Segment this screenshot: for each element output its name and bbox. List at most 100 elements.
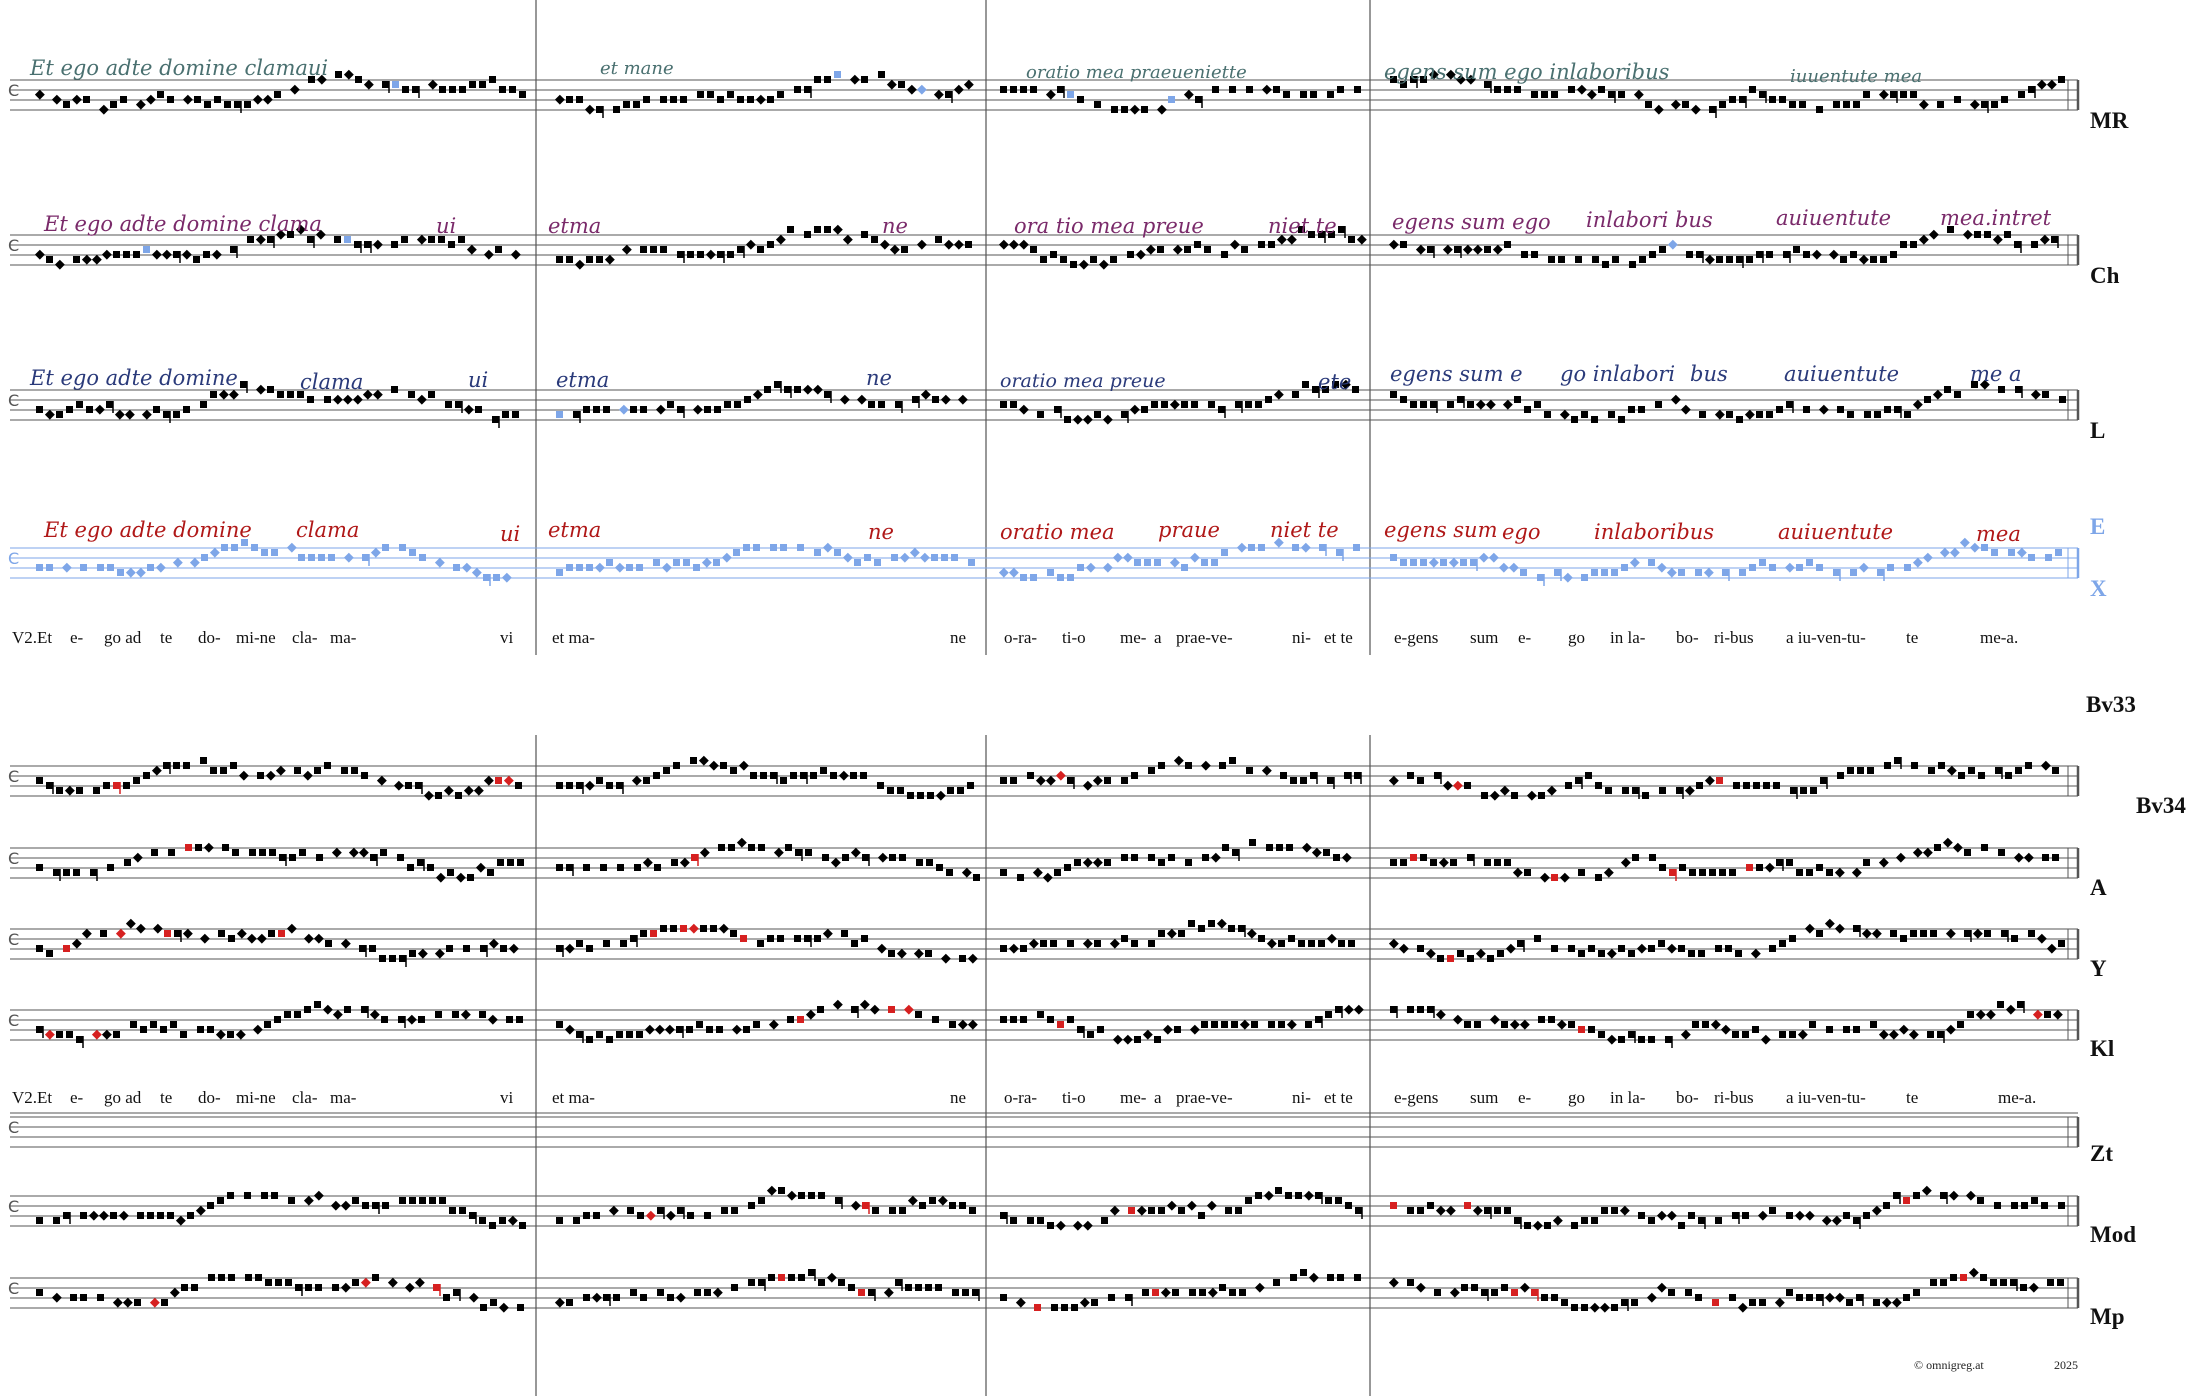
neume-punctum	[1729, 869, 1736, 876]
neume-punctum	[183, 406, 190, 413]
neume-rhombus	[664, 1024, 675, 1035]
neume-punctum	[279, 854, 286, 861]
neume-rhombus	[1703, 567, 1714, 578]
neume-punctum	[1427, 1202, 1434, 1209]
neume-punctum	[1534, 401, 1541, 408]
neume-punctum	[241, 539, 248, 546]
neume-punctum	[671, 859, 678, 866]
neume-rhombus	[71, 938, 82, 949]
neume-rhombus	[621, 244, 632, 255]
siglum-bv33: Bv33	[2086, 692, 2136, 717]
neume-punctum	[1709, 869, 1716, 876]
ch-text-9: auiuentute	[1776, 206, 1892, 230]
neume-punctum	[660, 246, 667, 253]
neume-punctum	[1779, 940, 1786, 947]
neume-rhombus	[313, 933, 324, 944]
neume-punctum	[798, 1192, 805, 1199]
neume-punctum	[1698, 1217, 1705, 1224]
e-text-8: niet te	[1270, 518, 1339, 542]
neume-rhombus	[832, 224, 843, 235]
neume-rhombus	[1301, 842, 1312, 853]
neume-punctum	[469, 1212, 476, 1219]
neume-rhombus	[358, 847, 369, 858]
neume-punctum	[1548, 256, 1555, 263]
neume-punctum	[1631, 1299, 1638, 1306]
neume-punctum	[915, 1011, 922, 1018]
neume-punctum	[1676, 787, 1683, 794]
neume-punctum	[1407, 772, 1414, 779]
neume-rhombus	[935, 790, 946, 801]
neume-punctum	[483, 574, 490, 581]
neume-punctum	[369, 945, 376, 952]
neume-rhombus	[118, 1210, 129, 1221]
neume-punctum	[693, 564, 700, 571]
neume-rhombus	[1462, 244, 1473, 255]
neume-punctum	[1077, 1026, 1084, 1033]
neume-punctum	[931, 554, 938, 561]
neume-punctum	[220, 767, 227, 774]
neume-rhombus	[1183, 89, 1194, 100]
neume-punctum	[1746, 256, 1753, 263]
neume-punctum	[1354, 1274, 1361, 1281]
siglum-mod: Mod	[2090, 1222, 2136, 1247]
neume-rhombus	[564, 943, 575, 954]
neume-punctum	[314, 1001, 321, 1008]
c-clef-icon: C	[8, 236, 19, 255]
neume-punctum	[1870, 1021, 1877, 1028]
neume-punctum	[814, 935, 821, 942]
neume-punctum	[1494, 86, 1501, 93]
neume-punctum	[717, 96, 724, 103]
neume-punctum	[1927, 1031, 1934, 1038]
neume-punctum	[80, 564, 87, 571]
neume-punctum	[307, 396, 314, 403]
siglum-ch: Ch	[2090, 263, 2120, 288]
neume-punctum	[1598, 1031, 1605, 1038]
neume-punctum	[660, 96, 667, 103]
neume-punctum	[1101, 1217, 1108, 1224]
neume-punctum	[1561, 1299, 1568, 1306]
neume-punctum	[435, 1011, 442, 1018]
neume-punctum	[630, 406, 637, 413]
neume-punctum	[1319, 544, 1326, 551]
neume-punctum	[1067, 1016, 1074, 1023]
l-text-8: egens sum e	[1390, 362, 1523, 386]
neume-rhombus	[343, 69, 354, 80]
neume-rhombus	[1326, 933, 1337, 944]
neume-rhombus	[483, 775, 494, 786]
neume-punctum	[428, 391, 435, 398]
ch-text-3: etma	[548, 214, 602, 238]
neume-punctum	[230, 762, 237, 769]
neume-rhombus	[1636, 943, 1647, 954]
neume-punctum	[355, 76, 362, 83]
neume-punctum	[113, 1031, 120, 1038]
neume-punctum	[1491, 1289, 1498, 1296]
neume-punctum	[1464, 1202, 1471, 1209]
neume-rhombus	[1388, 775, 1399, 786]
neume-punctum	[1148, 1207, 1155, 1214]
neume-punctum	[1434, 772, 1441, 779]
neume-punctum	[1790, 787, 1797, 794]
neume-punctum	[1531, 91, 1538, 98]
neume-rhombus	[1969, 99, 1980, 110]
neume-punctum	[1944, 386, 1951, 393]
neume-punctum	[1514, 396, 1521, 403]
lyric-upper: ma-	[330, 628, 357, 647]
neume-rhombus	[145, 94, 156, 105]
neume-punctum	[1810, 787, 1817, 794]
neume-punctum	[1057, 574, 1064, 581]
neume-rhombus	[1831, 1215, 1842, 1226]
neume-punctum	[1598, 86, 1605, 93]
neume-rhombus	[1082, 414, 1093, 425]
neume-punctum	[1278, 1021, 1285, 1028]
neume-punctum	[324, 762, 331, 769]
neume-rhombus	[1112, 1034, 1123, 1045]
neume-punctum	[1756, 251, 1763, 258]
neume-punctum	[1134, 559, 1141, 566]
neume-punctum	[1732, 1212, 1739, 1219]
ch-text-2: ui	[436, 214, 457, 238]
neume-punctum	[1678, 569, 1685, 576]
neume-punctum	[1725, 945, 1732, 952]
neume-rhombus	[255, 234, 266, 245]
neume-punctum	[1077, 564, 1084, 571]
neume-rhombus	[172, 557, 183, 568]
